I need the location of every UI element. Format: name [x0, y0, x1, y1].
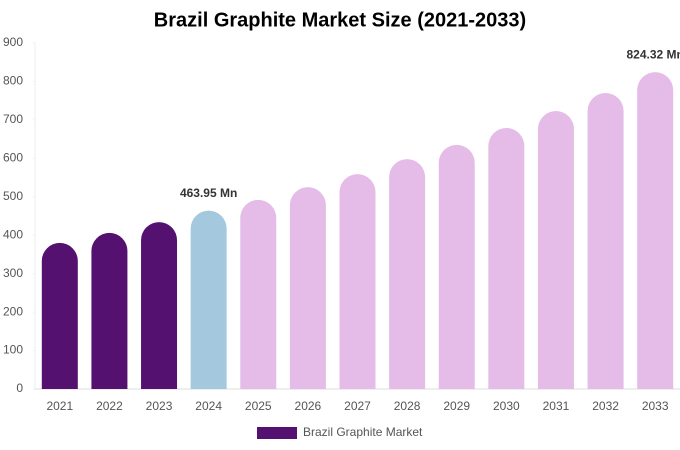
bar — [339, 174, 376, 389]
x-tick-label: 2031 — [543, 399, 570, 413]
legend-label: Brazil Graphite Market — [303, 425, 423, 439]
bar — [91, 232, 128, 389]
x-tick-label: 2032 — [592, 399, 619, 413]
legend-swatch — [257, 427, 297, 439]
chart-title: Brazil Graphite Market Size (2021-2033) — [154, 9, 526, 31]
x-tick-label: 2025 — [245, 399, 272, 413]
bar — [637, 72, 674, 389]
y-tick-label: 600 — [3, 151, 23, 165]
x-tick-label: 2033 — [642, 399, 669, 413]
x-tick-label: 2024 — [195, 399, 222, 413]
x-tick-label: 2023 — [146, 399, 173, 413]
y-tick-label: 500 — [3, 189, 23, 203]
bar — [240, 199, 277, 389]
y-tick-label: 700 — [3, 112, 23, 126]
value-label: 824.32 Mn — [627, 47, 680, 61]
bar — [289, 187, 326, 389]
bar — [488, 127, 525, 389]
x-tick-label: 2027 — [344, 399, 371, 413]
bar — [41, 242, 78, 389]
y-tick-label: 0 — [16, 381, 23, 395]
x-tick-label: 2028 — [394, 399, 421, 413]
bar — [587, 92, 624, 389]
x-tick-label: 2026 — [295, 399, 322, 413]
x-tick-label: 2030 — [493, 399, 520, 413]
y-tick-label: 800 — [3, 74, 23, 88]
y-tick-label: 400 — [3, 227, 23, 241]
value-label: 463.95 Mn — [180, 186, 237, 200]
y-tick-label: 900 — [3, 35, 23, 49]
bar — [190, 210, 227, 389]
y-tick-label: 200 — [3, 304, 23, 318]
y-tick-label: 100 — [3, 343, 23, 357]
x-tick-label: 2029 — [443, 399, 470, 413]
bar — [141, 222, 178, 389]
bar — [389, 159, 426, 389]
x-tick-label: 2022 — [96, 399, 123, 413]
y-tick-label: 300 — [3, 266, 23, 280]
bar — [438, 144, 475, 389]
x-tick-label: 2021 — [46, 399, 73, 413]
bar — [537, 111, 574, 389]
